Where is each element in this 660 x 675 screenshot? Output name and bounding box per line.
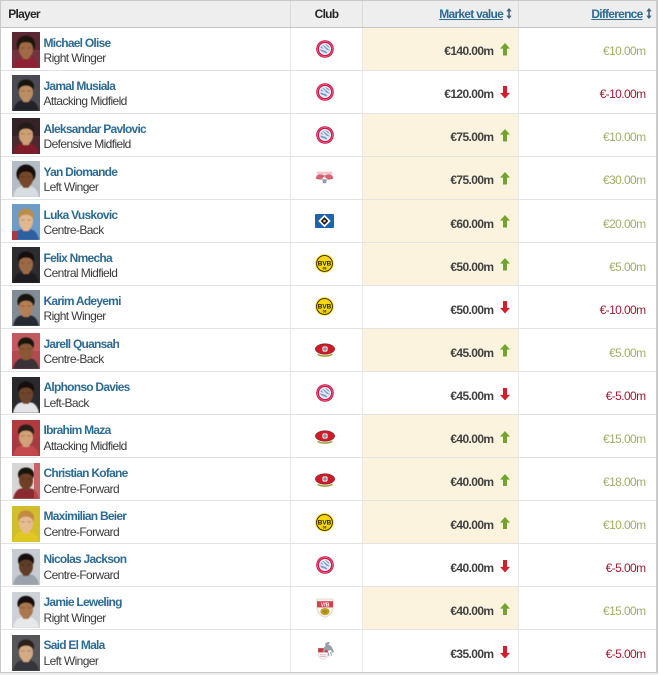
svg-text:09: 09 [323,525,327,529]
svg-text:09: 09 [323,310,327,314]
svg-text:RB: RB [322,174,328,178]
svg-text:09: 09 [323,267,327,271]
svg-text:VfB: VfB [320,603,329,609]
svg-text:BVB: BVB [318,261,332,268]
svg-text:BVB: BVB [318,304,332,311]
svg-text:BVB: BVB [318,519,332,526]
